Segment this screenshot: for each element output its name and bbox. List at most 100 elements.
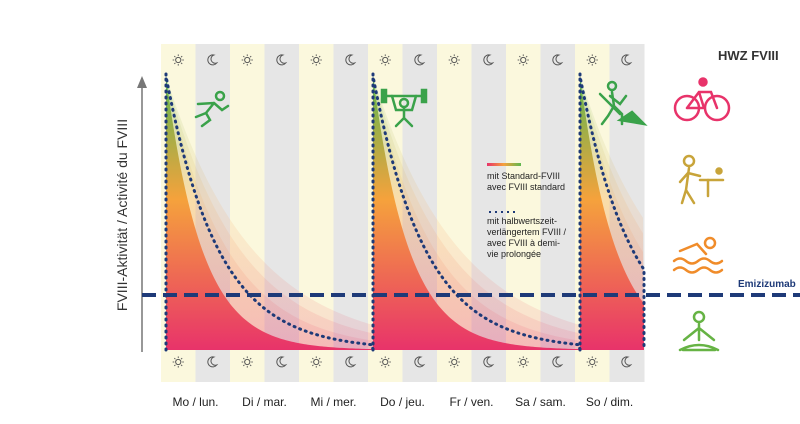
sun-ray	[318, 62, 321, 65]
sun-ray	[180, 62, 183, 65]
moon-icon	[621, 356, 633, 368]
legend-standard-label: mit Standard-FVIII avec FVIII standard	[487, 171, 565, 192]
sun-ray	[525, 364, 528, 367]
sun-ray	[249, 364, 252, 367]
sun-ray	[387, 62, 390, 65]
sun-ray	[173, 364, 176, 367]
sun-ray	[249, 62, 252, 65]
sun-core	[313, 56, 320, 64]
sun-ray	[311, 357, 314, 360]
day-label: Mo / lun.	[172, 395, 218, 409]
sun-ray	[173, 357, 176, 360]
sun-icon	[172, 54, 184, 66]
moon-icon	[483, 356, 495, 368]
sun-ray	[518, 62, 521, 65]
sun-ray	[518, 55, 521, 58]
sun-ray	[242, 55, 245, 58]
sun-ray	[318, 364, 321, 367]
swimming-icon	[672, 236, 724, 274]
moon-icon	[207, 356, 219, 368]
digging-icon	[598, 80, 648, 126]
moon-icon	[276, 356, 288, 368]
sun-core	[451, 358, 458, 366]
sun-core	[520, 56, 527, 64]
sun-core	[451, 56, 458, 64]
sun-icon	[379, 54, 391, 66]
sun-ray	[387, 55, 390, 58]
sun-icon	[448, 54, 460, 66]
y-axis-label: FVIII-Aktivität / Activité du FVIII	[114, 119, 130, 311]
legend-dotted-label: mit halbwertszeit- verlängertem FVIII / …	[487, 216, 569, 259]
sun-ray	[173, 62, 176, 65]
sun-ray	[449, 357, 452, 360]
sun-ray	[587, 364, 590, 367]
emicizumab-label: Emizizumab	[738, 279, 796, 290]
sun-ray	[387, 357, 390, 360]
yoga-icon	[678, 310, 720, 352]
table-tennis-icon	[678, 154, 725, 205]
sun-icon	[517, 356, 529, 368]
sun-ray	[380, 357, 383, 360]
day-label: So / dim.	[586, 395, 633, 409]
sun-ray	[449, 62, 452, 65]
sun-core	[175, 358, 182, 366]
extended-halflife-curves	[164, 74, 646, 352]
moon-icon	[345, 54, 357, 66]
standard-fviii-curves	[166, 76, 644, 350]
sun-ray	[518, 357, 521, 360]
sun-icon	[586, 356, 598, 368]
sun-ray	[456, 62, 459, 65]
sun-ray	[249, 357, 252, 360]
hwz-label: HWZ FVIII	[718, 48, 779, 63]
sun-ray	[587, 357, 590, 360]
sun-ray	[587, 62, 590, 65]
sun-ray	[456, 364, 459, 367]
day-label: Di / mar.	[242, 395, 287, 409]
sun-ray	[594, 62, 597, 65]
sun-ray	[456, 357, 459, 360]
sun-core	[382, 358, 389, 366]
moon-icon	[345, 356, 357, 368]
sun-ray	[380, 55, 383, 58]
day-label: Sa / sam.	[515, 395, 566, 409]
sun-core	[244, 56, 251, 64]
sun-icon	[448, 356, 460, 368]
sun-ray	[249, 55, 252, 58]
sun-core	[175, 56, 182, 64]
sun-ray	[242, 62, 245, 65]
ghost-curve	[166, 76, 498, 350]
cycling-icon	[673, 77, 731, 122]
sun-ray	[525, 62, 528, 65]
sun-ray	[318, 357, 321, 360]
sun-icon	[172, 356, 184, 368]
sun-ray	[449, 55, 452, 58]
sun-core	[589, 358, 596, 366]
moon-icon	[552, 356, 564, 368]
sun-icon	[379, 356, 391, 368]
sun-icon	[586, 54, 598, 66]
day-label: Mi / mer.	[310, 395, 356, 409]
moon-icon	[552, 54, 564, 66]
sun-ray	[518, 364, 521, 367]
sun-ray	[594, 55, 597, 58]
sun-core	[382, 56, 389, 64]
y-axis-arrow	[137, 76, 147, 88]
sun-ray	[587, 55, 590, 58]
sun-ray	[180, 55, 183, 58]
sun-icon	[241, 356, 253, 368]
legend-standard-swatch	[487, 163, 521, 166]
sun-ray	[242, 364, 245, 367]
moon-icon	[483, 54, 495, 66]
sun-ray	[311, 62, 314, 65]
extended-halflife-curve	[578, 74, 646, 352]
moon-icon	[621, 54, 633, 66]
ghost-curve	[373, 76, 644, 350]
sun-ray	[242, 357, 245, 360]
sun-ray	[380, 364, 383, 367]
sun-icon	[310, 356, 322, 368]
sun-ray	[456, 55, 459, 58]
sun-core	[313, 358, 320, 366]
sun-core	[244, 358, 251, 366]
sun-ray	[311, 364, 314, 367]
